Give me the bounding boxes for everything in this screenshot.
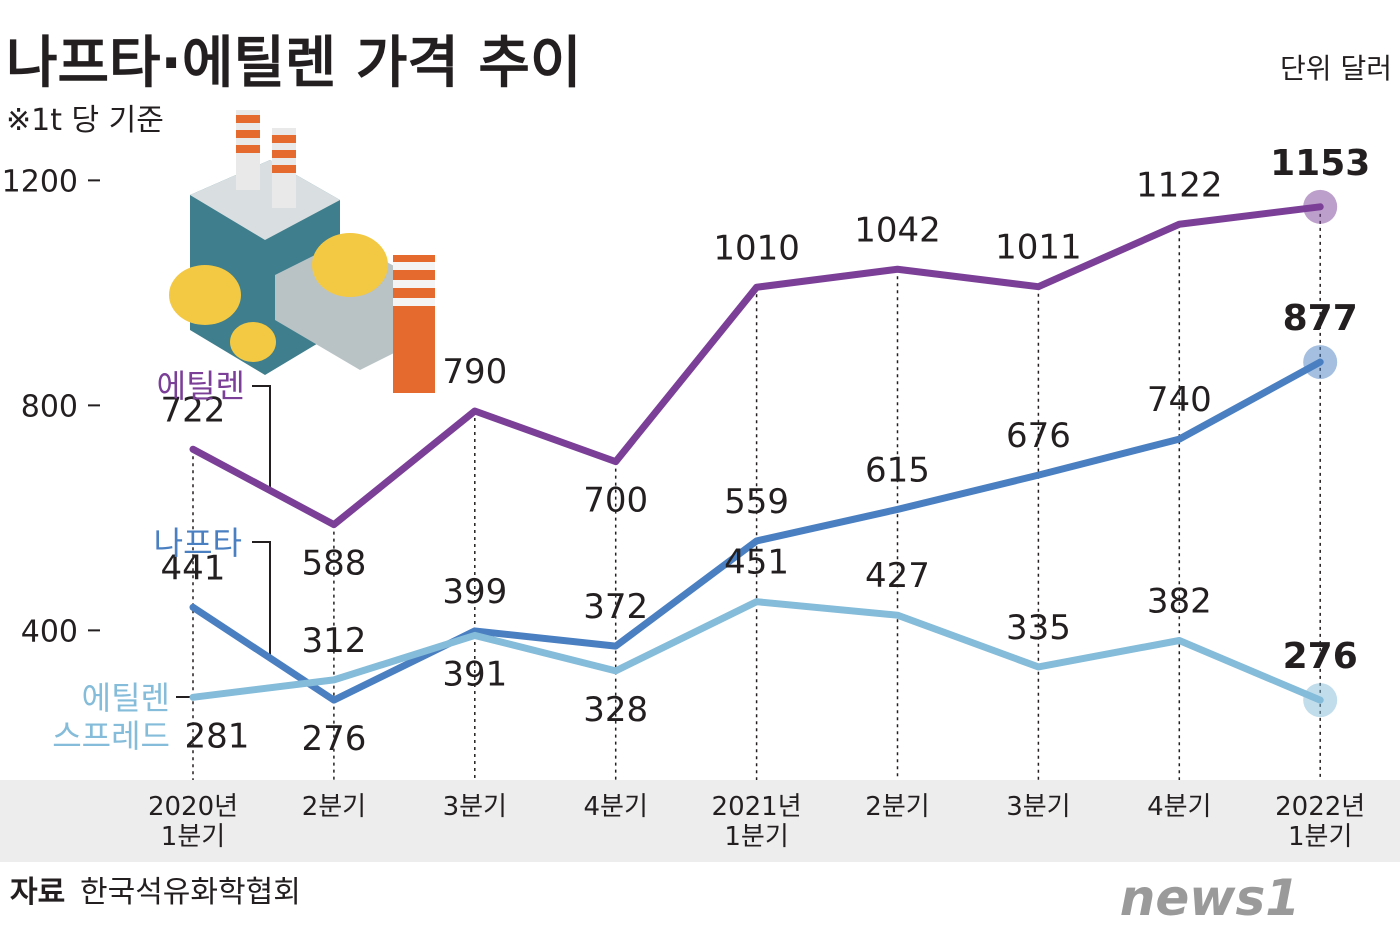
x-tick-label: 2022년 1분기: [1275, 792, 1365, 852]
x-tick-label: 4분기: [584, 792, 648, 822]
legend-label: 에틸렌: [157, 367, 245, 405]
subtitle: ※1t 당 기준: [6, 103, 164, 138]
factory-illustration: [169, 110, 435, 393]
x-axis-band: [0, 780, 1400, 862]
y-tick-label: 800: [21, 389, 78, 424]
x-tick-label: 2분기: [865, 792, 929, 822]
data-label: 391: [442, 654, 507, 694]
data-label: 588: [301, 544, 366, 584]
data-label: 1011: [995, 228, 1082, 268]
data-label: 328: [583, 690, 648, 730]
data-label: 382: [1147, 582, 1212, 622]
data-label: 615: [865, 450, 930, 490]
end-marker: [1303, 683, 1338, 718]
x-tick-label: 3분기: [443, 792, 507, 822]
data-label: 790: [442, 352, 507, 392]
y-tick-label: 400: [21, 614, 78, 649]
x-tick-label: 4분기: [1147, 792, 1211, 822]
legend-label: 에틸렌 스프레드: [52, 679, 170, 755]
data-label: 451: [724, 543, 789, 583]
x-tick-label: 2분기: [302, 792, 366, 822]
data-label: 1153: [1270, 143, 1370, 184]
data-label: 700: [583, 481, 648, 521]
data-label: 1010: [713, 228, 800, 268]
data-label: 335: [1006, 608, 1071, 648]
series-line: [189, 598, 1324, 704]
data-label: 1042: [854, 210, 941, 250]
data-label: 1122: [1136, 165, 1223, 205]
data-label: 559: [724, 482, 789, 522]
data-label: 281: [185, 716, 250, 756]
data-label: 722: [161, 390, 226, 430]
series-line: [189, 203, 1324, 529]
data-label: 877: [1283, 298, 1358, 339]
y-tick-label: 1200: [2, 164, 78, 199]
x-tick-label: 3분기: [1006, 792, 1070, 822]
x-tick-label: 2020년 1분기: [148, 792, 238, 852]
data-label: 372: [583, 587, 648, 627]
end-marker: [1303, 345, 1338, 380]
x-tick-label: 2021년 1분기: [712, 792, 802, 852]
legend-leaders: [176, 385, 271, 698]
data-label: 399: [442, 572, 507, 612]
unit: 단위 달러: [1280, 52, 1392, 85]
data-label: 276: [301, 719, 366, 759]
data-label: 740: [1147, 380, 1212, 420]
series-line: [189, 358, 1324, 704]
data-label: 276: [1283, 636, 1358, 677]
data-label: 427: [865, 556, 930, 596]
legend-label: 나프타: [154, 524, 242, 562]
source: 한국석유화학협회: [80, 875, 301, 910]
data-label: 312: [301, 621, 366, 661]
data-label: 676: [1006, 416, 1071, 456]
end-marker: [1303, 189, 1338, 224]
logo: news1: [1120, 869, 1300, 927]
chart-title: 나프타·에틸렌 가격 추이: [6, 31, 581, 96]
data-label: 441: [161, 548, 226, 588]
source-label: 자료: [10, 875, 65, 910]
